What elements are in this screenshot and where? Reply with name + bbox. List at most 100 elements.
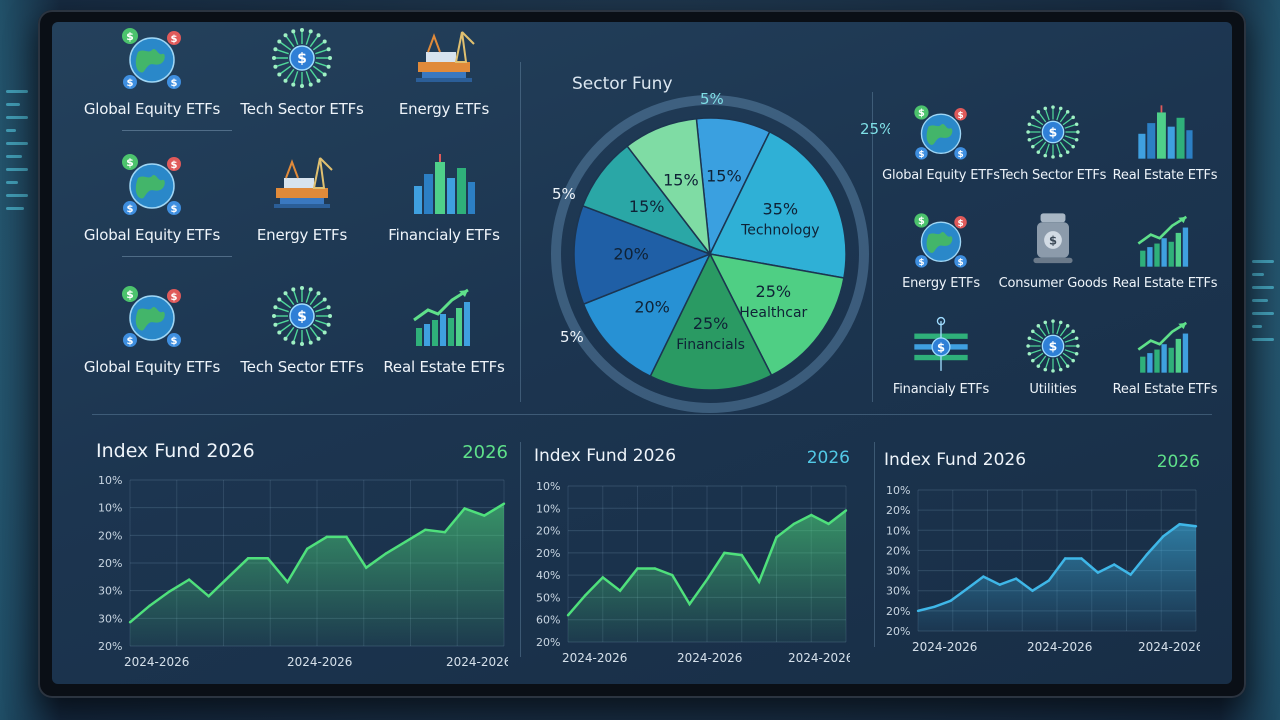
sector-pie-chart: 15% 35% Technology 25% Healthcar 25% Financial…	[551, 90, 890, 413]
data-point	[653, 567, 657, 570]
x-tick-label: 2024-2026	[1138, 640, 1200, 654]
svg-text:$: $	[957, 150, 963, 160]
pie-slice[interactable]	[573, 204, 713, 306]
etf-tile[interactable]: $ $ $ $ Global Equity ETFs	[82, 280, 222, 390]
svg-text:$: $	[957, 111, 963, 121]
pie-outer-label: 5%	[560, 328, 584, 346]
data-point	[810, 513, 813, 517]
etf-tile[interactable]: Energy ETFs	[374, 22, 514, 132]
index-chart-panel-1: Index Fund 2026 2026 20% 30% 30% 20% 20% 10% 1…	[96, 440, 508, 670]
etf-tile[interactable]: $ $ $ $ Global Equity ETFs	[82, 148, 222, 258]
pie-slice-name: Healthcar	[739, 305, 807, 321]
etf-tile[interactable]: Real Estate ETFs	[1106, 100, 1224, 200]
svg-text:$: $	[127, 204, 134, 215]
data-point	[1113, 563, 1116, 566]
data-point	[148, 604, 151, 607]
data-point	[463, 507, 466, 510]
bar-growth-icon	[1133, 314, 1197, 378]
x-tick-label: 2024-2026	[287, 655, 352, 669]
etf-tile-label: Energy ETFs	[256, 226, 348, 244]
etf-tile[interactable]: Real Estate ETFs	[374, 280, 514, 390]
etf-tile[interactable]: $ Tech Sector ETFs	[232, 22, 372, 132]
data-point	[325, 535, 328, 539]
globe-dollar-icon: $ $ $ $	[116, 148, 188, 220]
data-point	[1064, 557, 1067, 560]
pie-outer-label: 5%	[552, 185, 576, 203]
etf-tile-label: Tech Sector ETFs	[240, 100, 364, 118]
svg-text:$: $	[297, 51, 307, 67]
data-point	[965, 587, 969, 590]
index-chart-panel-2: Index Fund 2026 2026 20% 60% 50% 40% 20% 20% 1…	[534, 446, 850, 666]
svg-text:$: $	[918, 258, 924, 268]
data-point	[688, 602, 691, 606]
etf-tile[interactable]: Energy ETFs	[232, 148, 372, 258]
year-badge[interactable]: 2026	[1156, 452, 1200, 472]
svg-text:$: $	[1049, 338, 1058, 353]
etf-tile[interactable]: $ $ $ $ Global Equity ETFs	[882, 100, 1000, 200]
pie-slice[interactable]	[649, 252, 773, 391]
area-fill	[918, 524, 1196, 631]
data-point	[1194, 525, 1198, 528]
data-point	[757, 580, 761, 583]
svg-text:$: $	[171, 204, 178, 215]
pie-slice-pct: 25%	[756, 282, 792, 301]
data-point	[916, 609, 920, 613]
pie-slice-pct: 25%	[693, 314, 729, 333]
data-point	[566, 614, 570, 617]
data-point	[723, 551, 726, 555]
data-point	[306, 547, 309, 550]
pie-slice-pct: 15%	[663, 171, 699, 190]
pie-slice-name: Technology	[740, 222, 819, 238]
etf-tile-label: Global Equity ETFs	[83, 100, 221, 118]
etf-tile[interactable]: $ Financialy ETFs	[882, 314, 1000, 414]
y-tick-label: 20%	[536, 547, 560, 560]
etf-tile[interactable]: $ Consumer Goods	[994, 208, 1112, 308]
y-tick-label: 20%	[886, 625, 910, 638]
etf-tile-label: Global Equity ETFs	[83, 226, 221, 244]
data-point	[998, 583, 1001, 586]
chart-title: Index Fund 2026	[884, 450, 1027, 470]
pie-slice-pct: 15%	[706, 166, 742, 185]
etf-tile[interactable]: Financialy ETFs	[374, 148, 514, 258]
divider-left	[520, 62, 521, 402]
pie-slice[interactable]	[582, 252, 712, 378]
x-tick-label: 2024-2026	[677, 651, 742, 665]
etf-tile[interactable]: $ $ $ $ Global Equity ETFs	[82, 22, 222, 132]
etf-tile[interactable]: Real Estate ETFs	[1106, 208, 1224, 308]
etf-tile[interactable]: Real Estate ETFs	[1106, 314, 1224, 414]
data-point	[1096, 571, 1100, 574]
data-point	[246, 557, 250, 560]
y-tick-label: 20%	[536, 636, 560, 649]
etf-tile-label: Financialy ETFs	[388, 226, 500, 244]
data-point	[949, 599, 952, 602]
chart-title: Index Fund 2026	[96, 440, 255, 462]
etf-tile-label: Real Estate ETFs	[1112, 382, 1218, 397]
pie-slice[interactable]	[708, 130, 847, 279]
y-tick-label: 30%	[886, 565, 910, 578]
svg-text:$: $	[918, 216, 925, 227]
etf-tile[interactable]: $ Utilities	[994, 314, 1112, 414]
etf-tile[interactable]: $ Tech Sector ETFs	[994, 100, 1112, 200]
data-point	[384, 552, 388, 555]
tile-underline	[122, 130, 232, 131]
etf-tile[interactable]: $ Tech Sector ETFs	[232, 280, 372, 390]
y-tick-label: 10%	[536, 502, 560, 515]
y-tick-label: 10%	[886, 524, 910, 537]
pie-slice-name: Financials	[676, 337, 745, 353]
data-point	[827, 522, 830, 526]
svg-text:$: $	[1049, 233, 1057, 247]
etf-tile[interactable]: $ $ $ $ Energy ETFs	[882, 208, 1000, 308]
year-badge[interactable]: 2026	[462, 442, 508, 463]
data-point	[424, 528, 427, 531]
series-line	[129, 502, 505, 624]
data-point	[266, 557, 269, 560]
tile-underline	[122, 256, 232, 257]
y-tick-label: 60%	[536, 614, 560, 627]
svg-text:$: $	[126, 30, 134, 43]
data-point	[483, 514, 486, 517]
pie-slice[interactable]	[708, 252, 845, 377]
oil-rig-icon	[408, 22, 480, 94]
year-badge[interactable]: 2026	[806, 448, 850, 468]
data-point	[618, 589, 622, 592]
pie-slice[interactable]	[626, 117, 712, 257]
